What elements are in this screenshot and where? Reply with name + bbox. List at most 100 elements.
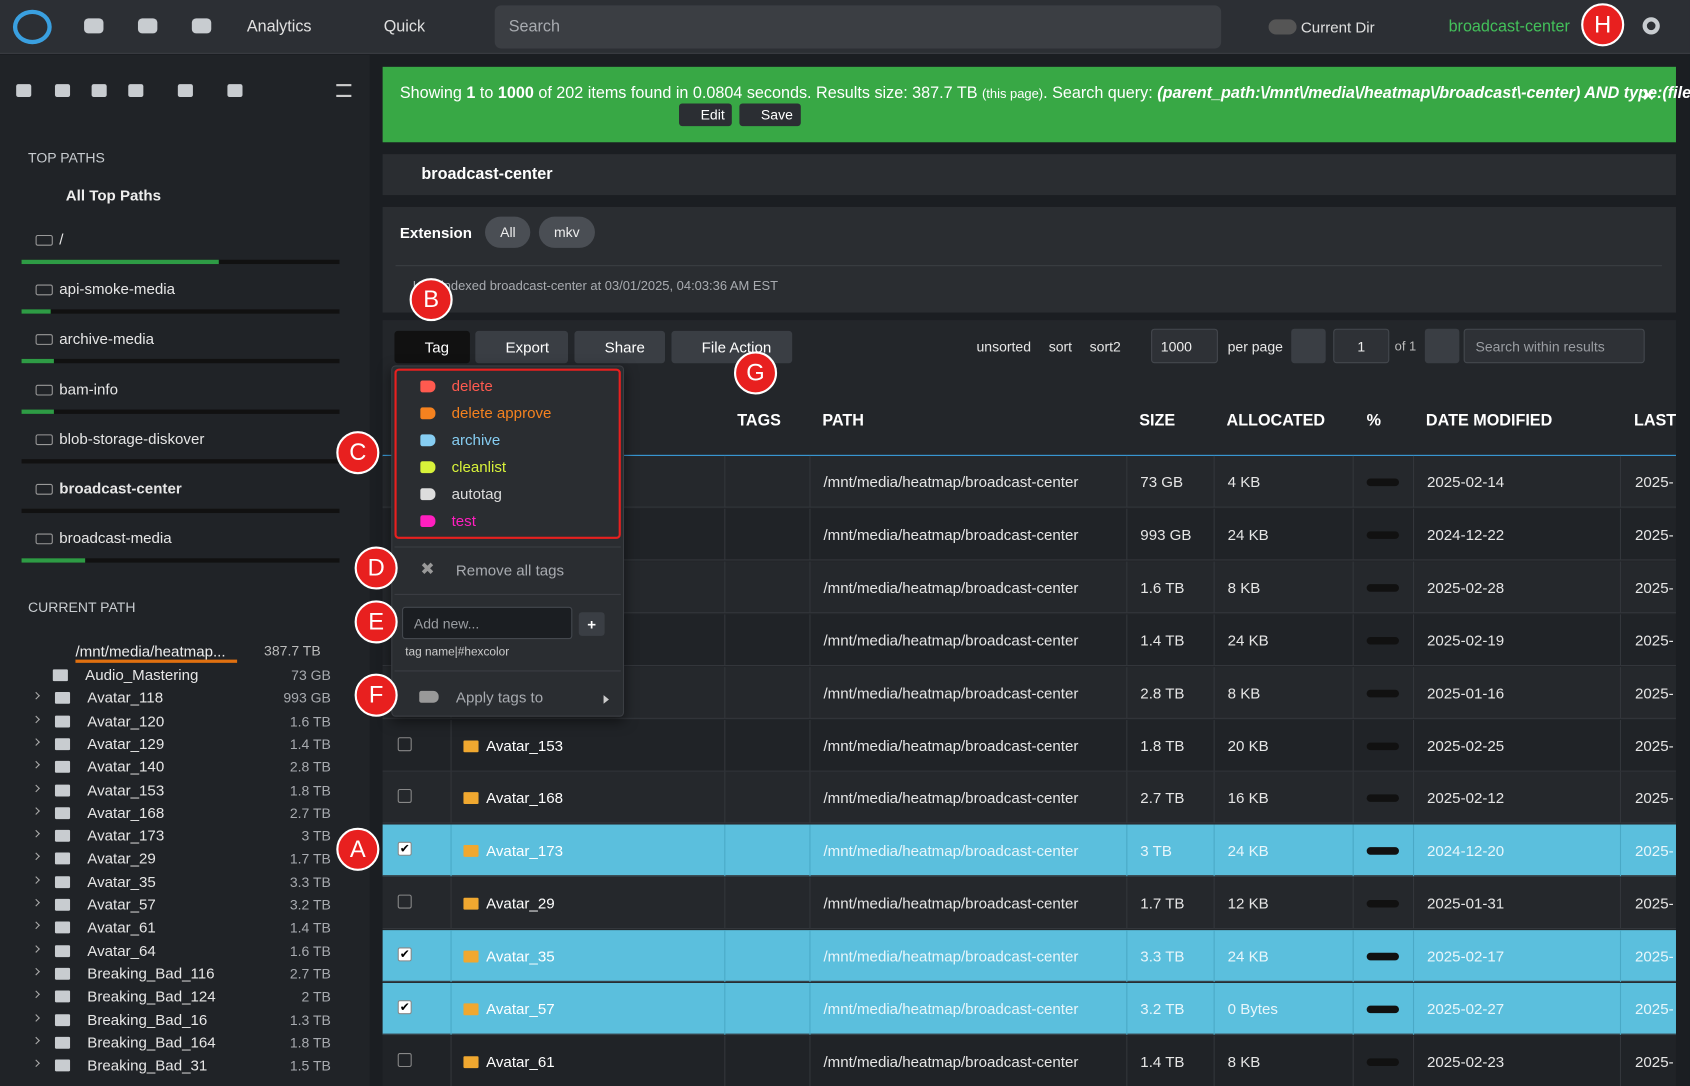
sidebar-icon[interactable] — [16, 84, 32, 98]
search-box[interactable] — [494, 5, 1222, 49]
tree-item[interactable]: Avatar_153 — [87, 780, 165, 799]
column-header[interactable]: PATH — [822, 411, 864, 431]
top-path[interactable]: broadcast-center — [59, 479, 182, 497]
checkbox[interactable] — [397, 736, 412, 751]
file-name[interactable]: Avatar_61 — [486, 1052, 555, 1071]
index-name[interactable]: broadcast-center — [1448, 17, 1570, 36]
column-header[interactable]: SIZE — [1139, 411, 1176, 431]
tree-item[interactable]: Avatar_57 — [87, 895, 156, 913]
toolbar-button[interactable]: File Action — [671, 330, 793, 364]
search-within[interactable]: Search within results — [1463, 328, 1645, 364]
tree-item[interactable]: Breaking_Bad_164 — [87, 1033, 216, 1051]
row[interactable] — [382, 1035, 1676, 1086]
tree-item[interactable]: Avatar_120 — [87, 711, 165, 730]
nav-icon[interactable] — [137, 18, 158, 34]
row[interactable] — [382, 877, 1676, 930]
nav-icon[interactable] — [84, 18, 104, 34]
sidebar-icon[interactable] — [91, 84, 107, 98]
top-path[interactable]: / — [59, 230, 64, 248]
sort-option[interactable]: sort — [1048, 338, 1073, 355]
top-path[interactable]: blob-storage-diskover — [59, 429, 205, 448]
nav-menu[interactable]: Quick — [383, 17, 426, 36]
top-path[interactable]: archive-media — [59, 330, 155, 348]
column-header[interactable]: ALLOCATED — [1226, 411, 1326, 431]
column-header[interactable]: TAGS — [737, 411, 781, 431]
sidebar-icon[interactable] — [177, 84, 193, 98]
column-header[interactable]: DATE MODIFIED — [1425, 411, 1553, 431]
toolbar-button[interactable]: Tag — [394, 330, 470, 364]
banner-button[interactable]: Edit — [679, 103, 733, 127]
tag-item[interactable]: archive — [451, 431, 501, 449]
tree-item[interactable]: Avatar_168 — [87, 803, 165, 822]
nav-icon[interactable] — [191, 18, 212, 34]
all-top-paths[interactable]: All Top Paths — [65, 186, 162, 204]
file-name[interactable]: Avatar_57 — [486, 1000, 555, 1018]
page-input[interactable]: 1 — [1333, 328, 1390, 364]
tree-item[interactable]: Breaking_Bad_16 — [87, 1010, 208, 1028]
tree-item[interactable]: Avatar_173 — [87, 826, 165, 845]
tag-item[interactable]: test — [451, 511, 476, 530]
tree-item[interactable]: Breaking_Bad_124 — [87, 987, 216, 1005]
file-name[interactable]: Avatar_35 — [486, 947, 555, 965]
top-path[interactable]: bam-info — [59, 380, 118, 398]
tag-item[interactable]: cleanlist — [451, 458, 507, 476]
checkbox[interactable]: ✔ — [397, 1000, 412, 1015]
tree-item[interactable]: Avatar_29 — [87, 849, 156, 867]
toolbar-button[interactable]: Share — [574, 330, 666, 364]
banner-button[interactable]: Save — [739, 103, 801, 127]
top-path[interactable]: api-smoke-media — [59, 280, 176, 298]
tree-item[interactable]: Audio_Mastering — [85, 666, 199, 684]
tree-item[interactable]: Avatar_140 — [87, 757, 165, 776]
file-name[interactable]: Avatar_29 — [486, 894, 555, 913]
filter-pill[interactable]: All — [485, 216, 531, 248]
tree-item[interactable]: Avatar_64 — [87, 941, 156, 959]
tag-item[interactable]: delete approve — [451, 404, 552, 422]
column-header[interactable]: LAST — [1633, 411, 1677, 431]
checkbox[interactable] — [397, 1052, 412, 1067]
apply-tags[interactable]: Apply tags to — [455, 688, 544, 706]
top-path[interactable]: broadcast-media — [59, 529, 172, 547]
logo[interactable] — [12, 9, 52, 45]
tree-item[interactable]: Avatar_118 — [87, 689, 164, 707]
tree-item[interactable]: Breaking_Bad_116 — [87, 964, 215, 982]
checkbox[interactable]: ✔ — [397, 947, 412, 962]
row[interactable] — [382, 930, 1676, 982]
toggle[interactable] — [1268, 19, 1297, 35]
gear[interactable] — [1642, 17, 1660, 35]
per-page-select[interactable]: 1000 — [1151, 328, 1218, 364]
sidebar-icon[interactable] — [54, 84, 71, 98]
remove-all[interactable]: Remove all tags — [455, 561, 565, 579]
file-name[interactable]: Avatar_168 — [486, 789, 563, 807]
row[interactable] — [382, 824, 1676, 877]
file-name[interactable]: Avatar_153 — [486, 736, 563, 754]
sort-option[interactable]: sort2 — [1089, 338, 1121, 355]
row[interactable] — [382, 719, 1676, 772]
checkbox[interactable]: ✔ — [397, 842, 412, 857]
tag-item[interactable]: autotag — [451, 485, 502, 503]
tree-item[interactable]: Avatar_129 — [87, 734, 165, 753]
tree-item[interactable]: Breaking_Bad_31 — [87, 1056, 208, 1074]
close[interactable]: × — [1642, 84, 1654, 106]
toolbar-button[interactable]: Export — [475, 330, 569, 364]
filter-pill[interactable]: mkv — [538, 216, 595, 248]
add-button[interactable]: + — [578, 612, 605, 636]
sidebar-menu[interactable] — [336, 84, 352, 98]
header-line — [382, 454, 1676, 457]
sort-option[interactable]: unsorted — [976, 338, 1032, 355]
column-header[interactable]: % — [1366, 411, 1382, 431]
page-next[interactable] — [1424, 328, 1460, 364]
checkbox[interactable] — [397, 789, 412, 804]
root-path[interactable]: /mnt/media/heatmap... — [75, 642, 238, 663]
checkbox[interactable] — [397, 894, 412, 909]
row[interactable] — [382, 772, 1676, 824]
tree-item[interactable]: Avatar_61 — [87, 918, 156, 936]
sidebar-icon[interactable] — [128, 84, 144, 98]
page-prev[interactable] — [1291, 328, 1326, 364]
sidebar-icon[interactable] — [227, 84, 243, 98]
file-name[interactable]: Avatar_173 — [486, 842, 563, 860]
tag-item[interactable]: delete — [451, 377, 493, 395]
tree-item[interactable]: Avatar_35 — [87, 872, 156, 890]
nav-menu[interactable]: Analytics — [246, 17, 312, 36]
row[interactable] — [382, 982, 1676, 1035]
add-input[interactable]: Add new... — [402, 606, 573, 640]
